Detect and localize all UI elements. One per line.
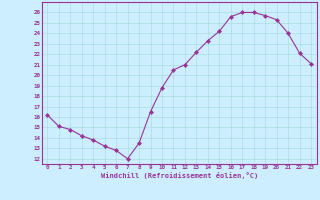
X-axis label: Windchill (Refroidissement éolien,°C): Windchill (Refroidissement éolien,°C): [100, 172, 258, 179]
